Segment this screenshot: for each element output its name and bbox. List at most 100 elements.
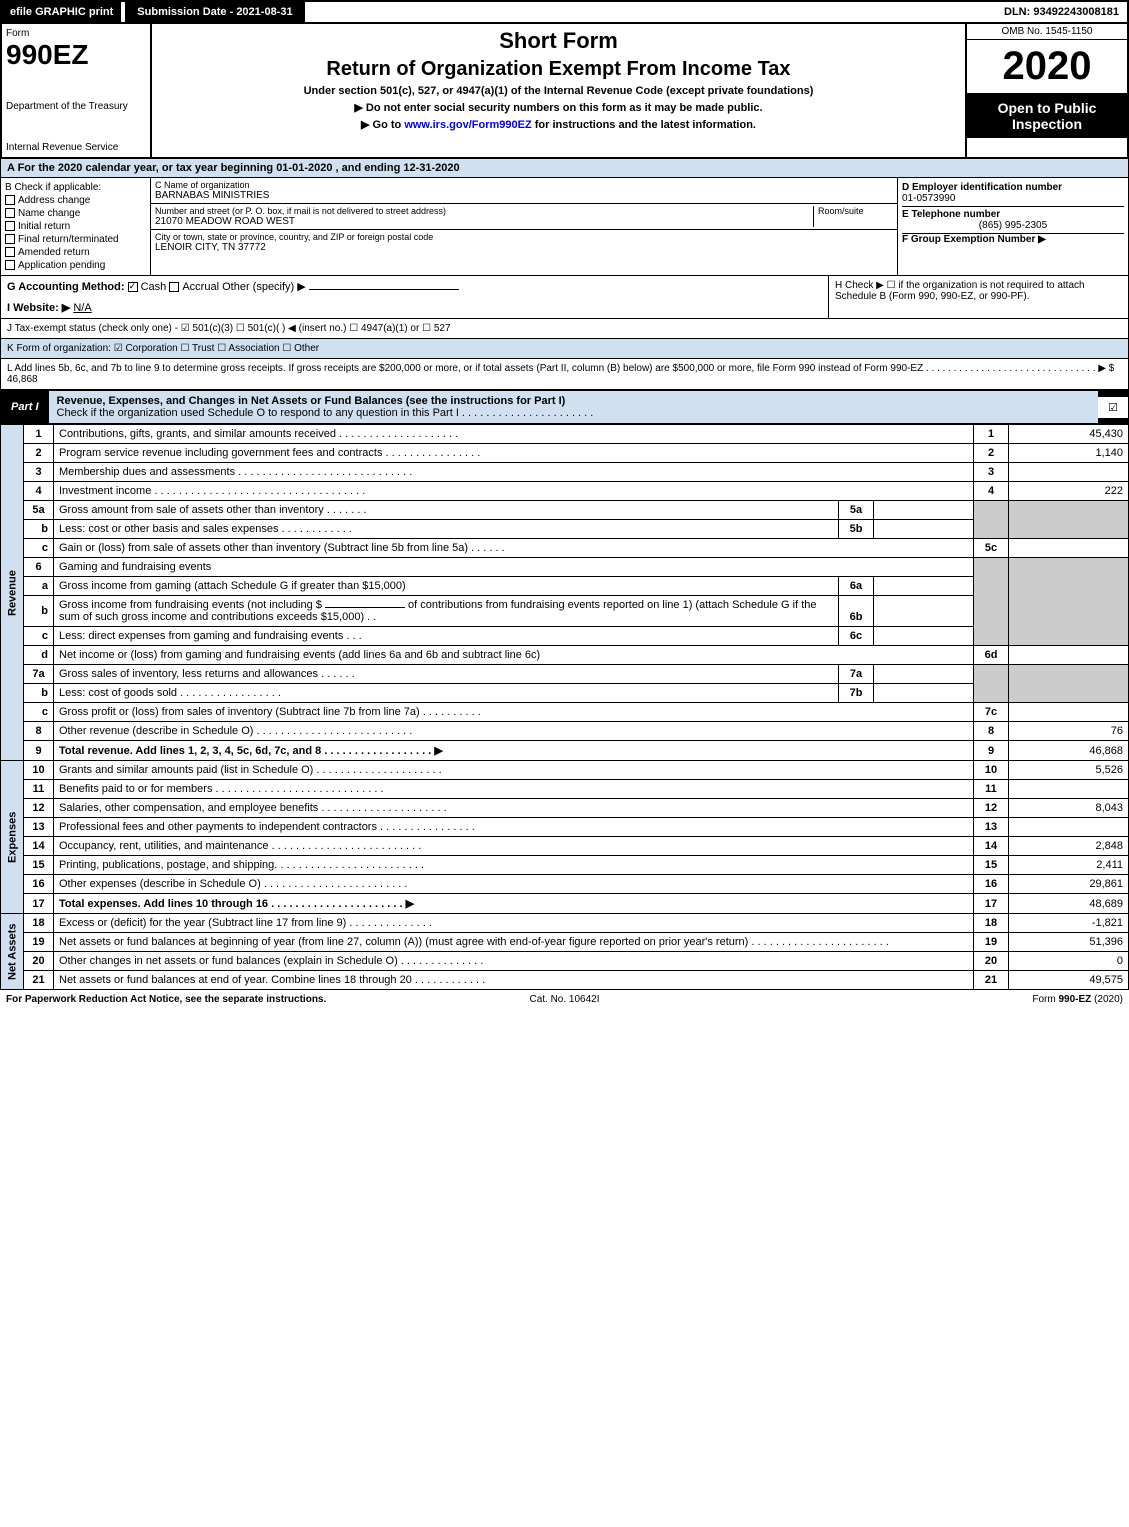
form-label: Form [6, 28, 146, 39]
line-20-text: Other changes in net assets or fund bala… [54, 952, 974, 971]
line-8-rnum: 8 [974, 722, 1009, 741]
line-3-num: 3 [24, 463, 54, 482]
line-7a-snum: 7a [839, 665, 874, 684]
d-label: D Employer identification number [902, 182, 1124, 193]
goto-notice: ▶ Go to www.irs.gov/Form990EZ for instru… [156, 118, 961, 131]
line-2-num: 2 [24, 444, 54, 463]
line-20-num: 20 [24, 952, 54, 971]
f-label: F Group Exemption Number ▶ [902, 234, 1124, 245]
line-9-text: Total revenue. Add lines 1, 2, 3, 4, 5c,… [54, 741, 974, 761]
line-9-val: 46,868 [1009, 741, 1129, 761]
check-name-change[interactable]: Name change [5, 208, 146, 219]
line-7a-sval [874, 665, 974, 684]
check-initial-return[interactable]: Initial return [5, 221, 146, 232]
check-accrual[interactable] [169, 282, 179, 292]
street-address: 21070 MEADOW ROAD WEST [155, 216, 813, 227]
goto-suffix: for instructions and the latest informat… [535, 119, 756, 131]
line-9-num: 9 [24, 741, 54, 761]
irs-link[interactable]: www.irs.gov/Form990EZ [404, 119, 531, 131]
line-5a-sval [874, 501, 974, 520]
line-2-val: 1,140 [1009, 444, 1129, 463]
line-15-num: 15 [24, 856, 54, 875]
line-4-val: 222 [1009, 482, 1129, 501]
goto-prefix: ▶ Go to [361, 119, 404, 131]
line-15-rnum: 15 [974, 856, 1009, 875]
privacy-notice: ▶ Do not enter social security numbers o… [156, 101, 961, 114]
efile-print[interactable]: efile GRAPHIC print [2, 2, 121, 22]
room-label: Room/suite [818, 206, 893, 216]
row-l: L Add lines 5b, 6c, and 7b to line 9 to … [0, 359, 1129, 390]
line-14-num: 14 [24, 837, 54, 856]
addr-label: Number and street (or P. O. box, if mail… [155, 206, 813, 216]
check-final-return[interactable]: Final return/terminated [5, 234, 146, 245]
line-5c-text: Gain or (loss) from sale of assets other… [54, 539, 974, 558]
line-4-num: 4 [24, 482, 54, 501]
c-label: C Name of organization [155, 180, 893, 190]
open-inspection: Open to Public Inspection [967, 94, 1127, 138]
line-6a-text: Gross income from gaming (attach Schedul… [54, 577, 839, 596]
line-13-rnum: 13 [974, 818, 1009, 837]
line-14-rnum: 14 [974, 837, 1009, 856]
line-12-num: 12 [24, 799, 54, 818]
line-7c-rnum: 7c [974, 703, 1009, 722]
line-6-text: Gaming and fundraising events [54, 558, 974, 577]
line-5b-sval [874, 520, 974, 539]
g-label: G Accounting Method: [7, 281, 125, 293]
part1-table: Revenue 1 Contributions, gifts, grants, … [0, 424, 1129, 990]
line-16-num: 16 [24, 875, 54, 894]
line-10-num: 10 [24, 761, 54, 780]
line-16-text: Other expenses (describe in Schedule O) … [54, 875, 974, 894]
line-17-val: 48,689 [1009, 894, 1129, 914]
check-amended-return[interactable]: Amended return [5, 247, 146, 258]
section-b: B Check if applicable: Address change Na… [0, 178, 1129, 276]
line-21-rnum: 21 [974, 971, 1009, 990]
part1-checkbox[interactable]: ☑ [1098, 397, 1128, 418]
line-7a-num: 7a [24, 665, 54, 684]
line-7b-num: b [24, 684, 54, 703]
row-j: J Tax-exempt status (check only one) - ☑… [0, 319, 1129, 339]
footer: For Paperwork Reduction Act Notice, see … [0, 990, 1129, 1009]
line-7b-text: Less: cost of goods sold . . . . . . . .… [54, 684, 839, 703]
city-state-zip: LENOIR CITY, TN 37772 [155, 242, 893, 253]
line-4-rnum: 4 [974, 482, 1009, 501]
line-3-rnum: 3 [974, 463, 1009, 482]
line-8-text: Other revenue (describe in Schedule O) .… [54, 722, 974, 741]
line-21-text: Net assets or fund balances at end of ye… [54, 971, 974, 990]
check-application-pending[interactable]: Application pending [5, 260, 146, 271]
line-5b-text: Less: cost or other basis and sales expe… [54, 520, 839, 539]
check-cash[interactable] [128, 282, 138, 292]
short-form-title: Short Form [156, 28, 961, 54]
line-7b-sval [874, 684, 974, 703]
line-7c-num: c [24, 703, 54, 722]
check-address-change[interactable]: Address change [5, 195, 146, 206]
footer-left: For Paperwork Reduction Act Notice, see … [6, 994, 378, 1005]
line-11-num: 11 [24, 780, 54, 799]
line-6a-num: a [24, 577, 54, 596]
line-18-val: -1,821 [1009, 914, 1129, 933]
line-5a-num: 5a [24, 501, 54, 520]
line-16-val: 29,861 [1009, 875, 1129, 894]
omb-number: OMB No. 1545-1150 [967, 24, 1127, 40]
line-20-val: 0 [1009, 952, 1129, 971]
line-6d-val [1009, 646, 1129, 665]
line-6c-num: c [24, 627, 54, 646]
i-label: I Website: ▶ [7, 302, 70, 314]
line-13-val [1009, 818, 1129, 837]
line-19-text: Net assets or fund balances at beginning… [54, 933, 974, 952]
line-21-val: 49,575 [1009, 971, 1129, 990]
line-6d-num: d [24, 646, 54, 665]
line-20-rnum: 20 [974, 952, 1009, 971]
form-header: Form 990EZ Department of the Treasury In… [0, 24, 1129, 159]
shaded-7ab [974, 665, 1009, 703]
line-10-rnum: 10 [974, 761, 1009, 780]
line-13-text: Professional fees and other payments to … [54, 818, 974, 837]
line-5a-snum: 5a [839, 501, 874, 520]
line-6a-sval [874, 577, 974, 596]
part1-title: Revenue, Expenses, and Changes in Net As… [49, 391, 1098, 423]
submission-date: Submission Date - 2021-08-31 [125, 2, 304, 22]
line-3-val [1009, 463, 1129, 482]
dln: DLN: 93492243008181 [996, 2, 1127, 22]
line-12-rnum: 12 [974, 799, 1009, 818]
line-8-num: 8 [24, 722, 54, 741]
subtitle: Under section 501(c), 527, or 4947(a)(1)… [156, 85, 961, 97]
